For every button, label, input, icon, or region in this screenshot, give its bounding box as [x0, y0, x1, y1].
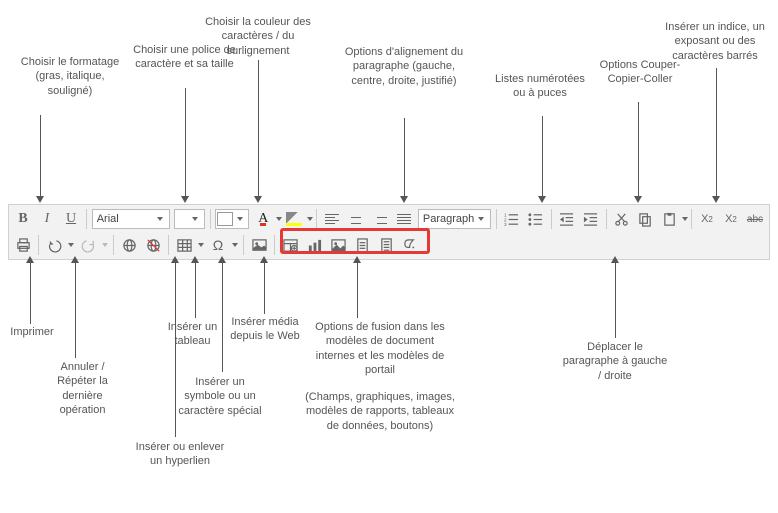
callout-lists: Listes numérotées ou à puces — [490, 72, 590, 101]
callout-table: Insérer un tableau — [155, 320, 230, 349]
align-left-button[interactable] — [321, 208, 343, 230]
merge-datatable-button[interactable] — [375, 234, 397, 256]
table-dd[interactable] — [196, 234, 206, 256]
copy-button[interactable] — [634, 208, 656, 230]
merge-image-button[interactable] — [327, 234, 349, 256]
symbol-button[interactable]: Ω — [207, 234, 229, 256]
callout-indent: Déplacer le paragraphe à gauche / droite — [560, 340, 670, 383]
align-center-button[interactable] — [345, 208, 367, 230]
color-swatch-select[interactable] — [215, 209, 249, 229]
strikethrough-button[interactable]: abc — [744, 208, 766, 230]
list-ordered-button[interactable]: 123 — [501, 208, 523, 230]
callout-media: Insérer média depuis le Web — [230, 315, 300, 344]
highlight-button[interactable] — [283, 208, 305, 230]
font-name-label: Arial — [97, 213, 119, 225]
highlight-dd[interactable] — [306, 208, 313, 230]
indent-button[interactable] — [580, 208, 602, 230]
superscript-button[interactable]: X2 — [720, 208, 742, 230]
callout-merge2: (Champs, graphiques, images, modèles de … — [305, 390, 455, 433]
font-color-button[interactable]: A — [252, 208, 274, 230]
fontsize-select[interactable] — [174, 209, 204, 229]
bold-button[interactable]: B — [12, 208, 34, 230]
paragraph-select[interactable]: Paragraph — [418, 209, 491, 229]
callout-align: Options d'alignement du paragraphe (gauc… — [344, 45, 464, 88]
callout-undo: Annuler / Répéter la dernière opération — [40, 360, 125, 417]
subscript-button[interactable]: X2 — [696, 208, 718, 230]
callout-print: Imprimer — [2, 325, 62, 339]
paste-button[interactable] — [658, 208, 680, 230]
outdent-button[interactable] — [556, 208, 578, 230]
unlink-button[interactable] — [142, 234, 164, 256]
merge-button-button[interactable] — [399, 234, 421, 256]
list-bullet-button[interactable] — [525, 208, 547, 230]
callout-color: Choisir la couleur des caractères / du s… — [198, 15, 318, 58]
table-button[interactable] — [173, 234, 195, 256]
undo-dd[interactable] — [66, 234, 76, 256]
font-select[interactable]: Arial — [92, 209, 171, 229]
svg-text:3: 3 — [504, 222, 507, 227]
paste-dd[interactable] — [681, 208, 688, 230]
toolbar-row-2: Ω — [11, 233, 767, 257]
print-button[interactable] — [12, 234, 34, 256]
toolbar-row-1: B I U Arial A Paragraph 123 X2 X2 abc — [11, 207, 767, 231]
redo-dd[interactable] — [100, 234, 110, 256]
italic-button[interactable]: I — [36, 208, 58, 230]
align-right-button[interactable] — [369, 208, 391, 230]
font-color-dd[interactable] — [275, 208, 282, 230]
callout-subsuper: Insérer un indice, un exposant ou des ca… — [660, 20, 770, 63]
symbol-dd[interactable] — [230, 234, 240, 256]
merge-report-button[interactable] — [351, 234, 373, 256]
callout-symbol: Insérer un symbole ou un caractère spéci… — [175, 375, 265, 418]
merge-chart-button[interactable] — [303, 234, 325, 256]
underline-button[interactable]: U — [60, 208, 82, 230]
redo-button[interactable] — [77, 234, 99, 256]
callout-format: Choisir le formatage (gras, italique, so… — [20, 55, 120, 98]
link-button[interactable] — [118, 234, 140, 256]
callout-hyperlink: Insérer ou enlever un hyperlien — [130, 440, 230, 469]
undo-button[interactable] — [43, 234, 65, 256]
callout-merge: Options de fusion dans les modèles de do… — [305, 320, 455, 377]
media-button[interactable] — [248, 234, 270, 256]
merge-field-button[interactable] — [279, 234, 301, 256]
align-justify-button[interactable] — [393, 208, 415, 230]
cut-button[interactable] — [610, 208, 632, 230]
toolbar: B I U Arial A Paragraph 123 X2 X2 abc — [8, 204, 770, 260]
paragraph-label: Paragraph — [423, 213, 474, 225]
